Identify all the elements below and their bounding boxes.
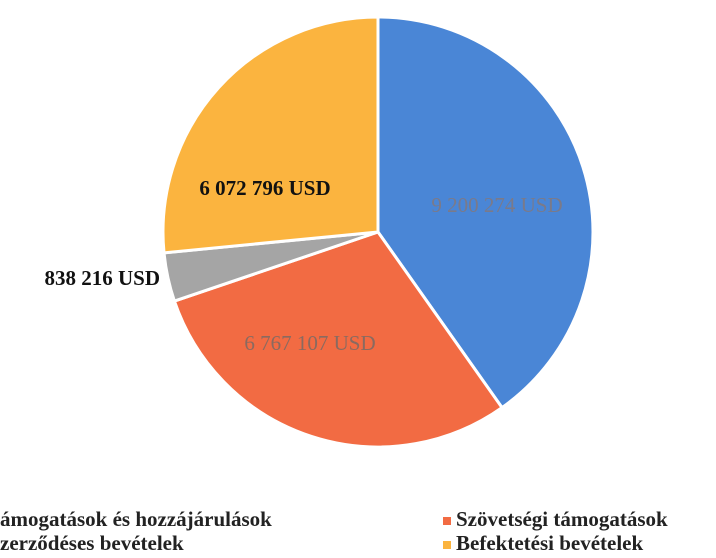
pie-slice xyxy=(376,15,595,410)
legend-label: Befektetési bevételek xyxy=(456,531,643,555)
data-label: 6 767 107 USD xyxy=(244,331,375,355)
data-label: 9 200 274 USD xyxy=(431,193,562,217)
legend-marker xyxy=(443,541,451,549)
pie-slice xyxy=(172,230,505,449)
legend-label: ámogatások és hozzájárulások xyxy=(0,507,272,531)
legend-label: Szövetségi támogatások xyxy=(456,507,668,531)
data-label: 838 216 USD xyxy=(44,266,160,290)
legend-marker xyxy=(443,517,451,525)
data-label: 6 072 796 USD xyxy=(199,176,330,200)
pie-slice xyxy=(161,15,380,255)
legend-label: zerződéses bevételek xyxy=(0,531,184,555)
